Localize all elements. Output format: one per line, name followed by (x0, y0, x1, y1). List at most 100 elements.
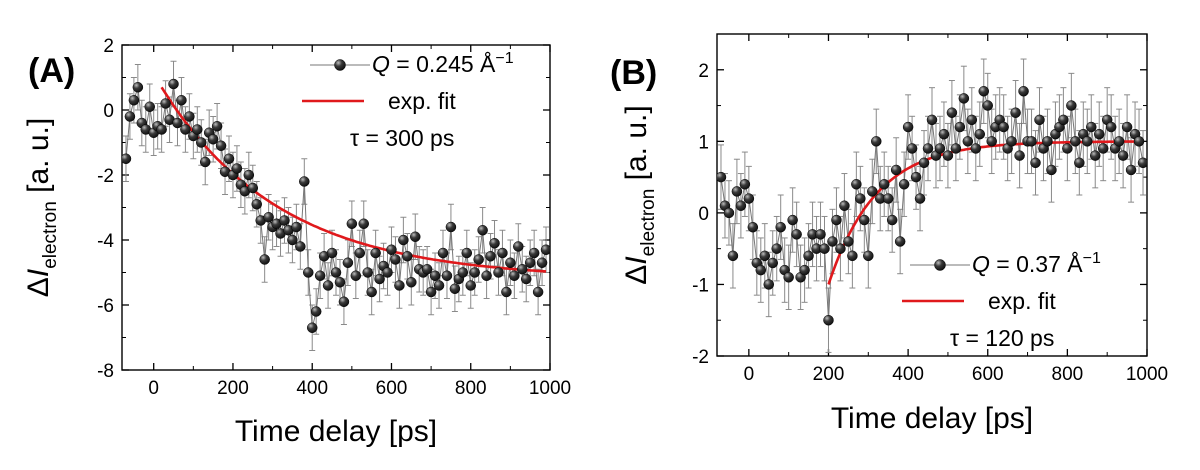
data-point (489, 238, 500, 249)
data-point (886, 214, 898, 226)
y-tick-label: -8 (97, 361, 114, 382)
data-point (425, 286, 437, 298)
y-tick-label: -2 (97, 166, 114, 187)
data-point (144, 101, 155, 112)
data-point (918, 157, 930, 169)
data-point (532, 286, 544, 298)
data-point (184, 111, 195, 122)
data-point (946, 107, 958, 118)
y-axis-title-subscript: electron (40, 201, 61, 269)
data-point (823, 314, 834, 326)
data-point (835, 243, 846, 254)
data-point (354, 247, 366, 259)
data-point (851, 179, 862, 190)
data-point (251, 199, 262, 210)
x-tick-label: 0 (744, 364, 755, 385)
data-point (1010, 107, 1021, 118)
data-point (524, 257, 536, 268)
y-tick-label: -6 (97, 296, 114, 317)
panel-label: (B) (610, 54, 657, 92)
y-tick-label: -2 (692, 347, 709, 368)
x-tick-label: 600 (376, 378, 408, 399)
data-point (322, 280, 334, 291)
x-tick-label: 1000 (1126, 364, 1168, 385)
data-point (1018, 85, 1029, 97)
data-point (839, 200, 850, 211)
x-tick-label: 0 (148, 378, 159, 399)
data-point (1117, 150, 1129, 161)
y-axis-title-suffix: [a. u.] (620, 105, 653, 188)
data-point (358, 218, 369, 229)
data-point (922, 143, 934, 154)
data-point (819, 243, 830, 254)
data-point (287, 234, 298, 246)
data-point (791, 229, 802, 240)
y-axis-title: ΔIelectron [a. u.] (620, 105, 659, 284)
data-point (465, 280, 476, 291)
panel-label: (A) (28, 52, 75, 90)
data-point (755, 264, 767, 276)
data-point (433, 280, 445, 291)
data-point (346, 218, 358, 229)
data-point (259, 254, 270, 265)
chart-b: (B) 0 200 400 600 800 1000 -2 -1 0 1 2 Time delay [p… (610, 33, 1168, 435)
data-point (382, 267, 393, 278)
data-point (231, 163, 243, 174)
x-tick-label: 1000 (529, 378, 571, 399)
data-point (1074, 157, 1085, 169)
legend-q-value: = 0.245 Å (390, 50, 496, 77)
legend: Q = 0.245 Å−1 exp. fit τ = 300 ps (302, 50, 514, 151)
y-tick-label: 0 (103, 101, 114, 122)
data-point (843, 236, 854, 247)
data-point (192, 124, 203, 135)
y-axis-title-symbol: I (620, 256, 653, 264)
data-point (926, 114, 938, 126)
legend-q-value: = 0.37 Å (990, 250, 1083, 277)
y-axis-title: ΔIelectron [a. u.] (22, 118, 61, 297)
data-point (974, 128, 986, 140)
data-point (441, 270, 453, 281)
data-point (303, 267, 314, 278)
plot-frame (121, 44, 551, 371)
data-point (449, 283, 461, 294)
y-tick-label: 1 (698, 132, 709, 153)
data-point (799, 264, 810, 276)
legend-data-marker (334, 59, 346, 71)
data-point (172, 117, 183, 129)
data-point (477, 225, 488, 236)
chart-a: (A) 0 200 400 600 800 1000 -8 -6 -4 -2 0 2 Time delay… (22, 36, 571, 448)
data-point (815, 229, 826, 240)
data-point (986, 136, 997, 147)
data-point (279, 215, 290, 226)
data-point (954, 121, 966, 133)
data-point (803, 250, 814, 262)
data-point (1133, 136, 1145, 147)
data-point (1082, 136, 1093, 147)
data-point (501, 286, 512, 298)
data-point (156, 124, 167, 135)
data-point (906, 143, 918, 154)
plot-area (717, 58, 1147, 353)
data-point (1066, 100, 1077, 111)
legend-data-marker (934, 259, 946, 271)
data-point (497, 247, 508, 259)
data-point (1086, 121, 1097, 133)
data-point (1097, 143, 1109, 154)
data-point (1042, 136, 1053, 147)
data-point (196, 137, 207, 148)
data-point (374, 273, 385, 285)
data-point (1070, 136, 1081, 147)
data-point (386, 244, 397, 255)
data-point (485, 251, 496, 262)
data-point (176, 95, 187, 106)
data-point (910, 171, 922, 183)
data-point (787, 214, 798, 226)
data-point (437, 247, 449, 259)
data-point (306, 322, 318, 333)
y-tick-label: 0 (698, 204, 709, 225)
data-point (1089, 150, 1101, 161)
data-point (132, 82, 144, 93)
data-point (763, 279, 775, 290)
data-point (717, 171, 727, 183)
legend-q-symbol: Q (372, 51, 390, 77)
